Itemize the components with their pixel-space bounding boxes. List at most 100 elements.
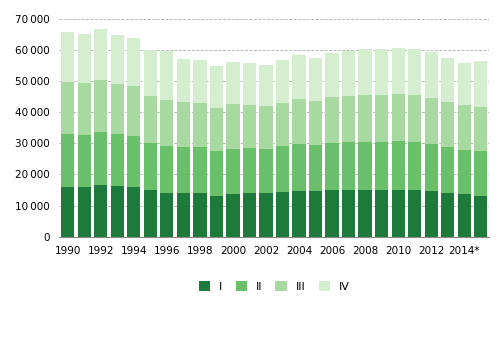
Bar [326, 53, 339, 98]
Bar [424, 144, 438, 191]
Bar [424, 98, 438, 144]
Bar [94, 185, 107, 237]
Bar [474, 107, 487, 151]
Bar [474, 196, 487, 237]
Bar [94, 132, 107, 185]
Bar [441, 58, 454, 102]
Bar [243, 148, 256, 193]
Bar [424, 191, 438, 237]
Bar [61, 187, 75, 237]
Bar [260, 193, 273, 237]
Bar [144, 143, 157, 190]
Bar [243, 193, 256, 237]
Bar [226, 62, 239, 104]
Bar [358, 142, 372, 190]
Bar [144, 50, 157, 96]
Bar [309, 145, 322, 191]
Bar [61, 83, 75, 134]
Bar [408, 50, 421, 95]
Bar [177, 193, 190, 237]
Bar [408, 95, 421, 142]
Bar [260, 149, 273, 193]
Bar [458, 105, 471, 150]
Bar [276, 192, 289, 237]
Bar [326, 190, 339, 237]
Bar [342, 190, 355, 237]
Bar [326, 143, 339, 190]
Bar [276, 60, 289, 103]
Bar [210, 151, 223, 196]
Bar [94, 29, 107, 80]
Bar [111, 35, 124, 84]
Legend: I, II, III, IV: I, II, III, IV [195, 277, 354, 296]
Bar [342, 142, 355, 190]
Bar [144, 190, 157, 237]
Bar [127, 38, 141, 86]
Bar [326, 98, 339, 143]
Bar [309, 191, 322, 237]
Bar [292, 144, 305, 191]
Bar [194, 60, 207, 103]
Bar [375, 190, 388, 237]
Bar [210, 66, 223, 108]
Bar [458, 150, 471, 194]
Bar [78, 187, 91, 237]
Bar [127, 136, 141, 187]
Bar [260, 65, 273, 106]
Bar [358, 49, 372, 95]
Bar [160, 146, 173, 193]
Bar [408, 142, 421, 190]
Bar [441, 102, 454, 147]
Bar [226, 149, 239, 194]
Bar [144, 96, 157, 143]
Bar [160, 51, 173, 100]
Bar [260, 106, 273, 149]
Bar [226, 194, 239, 237]
Bar [194, 147, 207, 193]
Bar [392, 94, 405, 142]
Bar [226, 104, 239, 149]
Bar [408, 190, 421, 237]
Bar [424, 52, 438, 98]
Bar [309, 101, 322, 145]
Bar [375, 50, 388, 95]
Bar [392, 142, 405, 190]
Bar [111, 186, 124, 237]
Bar [342, 96, 355, 142]
Bar [292, 56, 305, 99]
Bar [292, 191, 305, 237]
Bar [342, 51, 355, 96]
Bar [61, 32, 75, 83]
Bar [194, 193, 207, 237]
Bar [78, 34, 91, 83]
Bar [375, 95, 388, 142]
Bar [309, 58, 322, 101]
Bar [111, 134, 124, 186]
Bar [127, 86, 141, 136]
Bar [392, 190, 405, 237]
Bar [243, 105, 256, 148]
Bar [441, 193, 454, 237]
Bar [210, 196, 223, 237]
Bar [210, 108, 223, 151]
Bar [78, 83, 91, 135]
Bar [194, 103, 207, 147]
Bar [458, 63, 471, 105]
Bar [276, 146, 289, 192]
Bar [358, 95, 372, 142]
Bar [127, 187, 141, 237]
Bar [292, 99, 305, 144]
Bar [474, 151, 487, 196]
Bar [61, 134, 75, 187]
Bar [243, 63, 256, 105]
Bar [177, 147, 190, 193]
Bar [160, 193, 173, 237]
Bar [276, 103, 289, 146]
Bar [177, 102, 190, 147]
Bar [458, 194, 471, 237]
Bar [358, 190, 372, 237]
Bar [160, 100, 173, 146]
Bar [177, 59, 190, 102]
Bar [392, 48, 405, 94]
Bar [94, 80, 107, 132]
